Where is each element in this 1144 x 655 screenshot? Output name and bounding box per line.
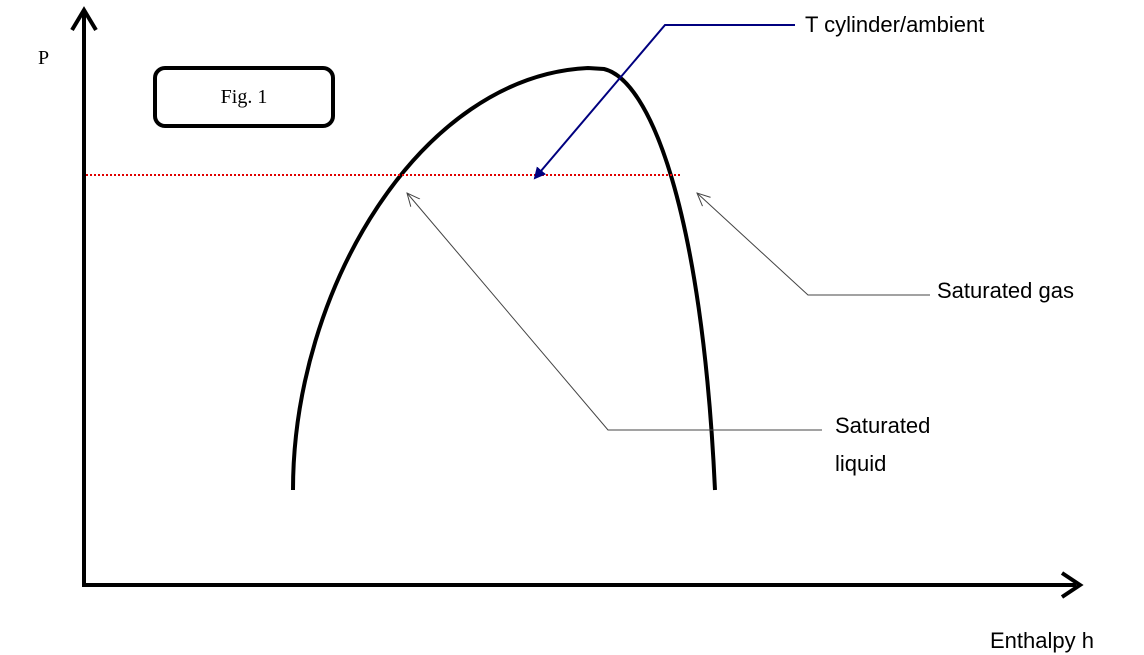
- figure-label: Fig. 1: [221, 86, 268, 108]
- gas-label: Saturated gas: [937, 278, 1074, 303]
- saturation-dome: [291, 65, 717, 491]
- temperature-leader: [533, 24, 795, 180]
- liquid-label-line2: liquid: [835, 451, 886, 476]
- x-axis-label: Enthalpy h: [990, 628, 1094, 653]
- y-axis-arrow: [70, 6, 98, 32]
- temperature-label: T cylinder/ambient: [805, 12, 984, 37]
- liquid-label-line1: Saturated: [835, 413, 930, 438]
- x-axis-arrow: [1060, 571, 1084, 599]
- gas-leader: [697, 193, 930, 296]
- liquid-leader: [407, 193, 822, 431]
- y-axis-label: P: [38, 47, 49, 69]
- figure-label-box: [153, 66, 335, 128]
